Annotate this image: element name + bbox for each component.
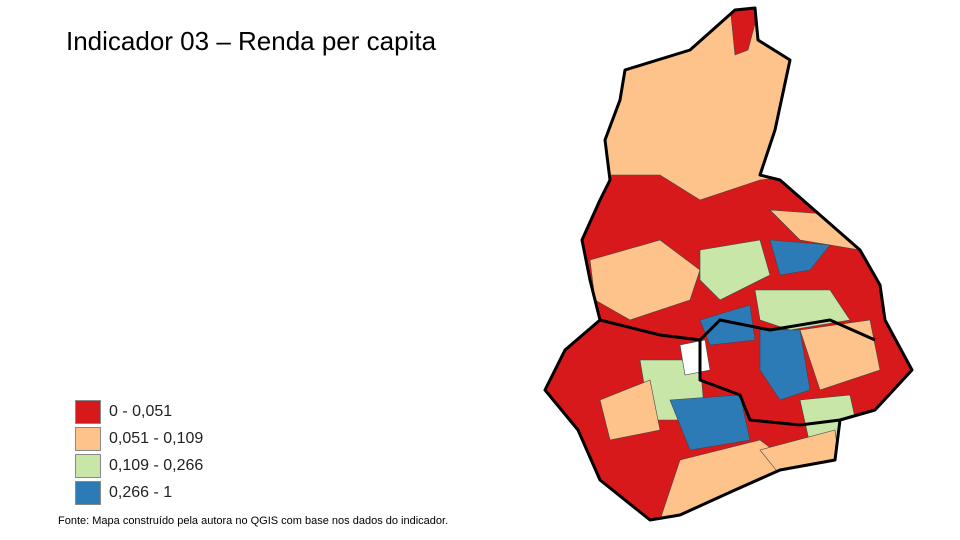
legend-item: 0,266 - 1 <box>75 479 203 506</box>
legend-label: 0 - 0,051 <box>109 402 173 420</box>
region-blank <box>679 339 711 376</box>
region <box>669 394 751 451</box>
legend-swatch <box>75 480 101 505</box>
legend-swatch <box>75 453 101 478</box>
region <box>729 8 761 56</box>
legend-item: 0 - 0,051 <box>75 398 203 425</box>
legend-swatch <box>75 426 101 451</box>
legend: 0 - 0,051 0,051 - 0,109 0,109 - 0,266 0,266… <box>75 398 203 506</box>
legend-label: 0,266 - 1 <box>109 483 173 501</box>
region <box>769 239 831 276</box>
title: Indicador 03 – Renda per capita <box>66 26 437 56</box>
legend-label: 0,051 - 0,109 <box>109 429 204 447</box>
map-outline <box>543 6 914 522</box>
district-border <box>599 318 876 342</box>
region <box>599 379 661 441</box>
source-note: Fonte: Mapa construído pela autora no QG… <box>58 515 449 527</box>
legend-label: 0,109 - 0,266 <box>109 456 204 474</box>
region <box>599 8 801 201</box>
legend-swatch <box>75 399 101 424</box>
region <box>699 239 771 301</box>
map-regions <box>545 8 912 520</box>
legend-item: 0,051 - 0,109 <box>75 425 203 452</box>
legend-item: 0,109 - 0,266 <box>75 452 203 479</box>
region <box>799 319 881 391</box>
district-border <box>698 340 841 427</box>
region <box>759 329 811 401</box>
region <box>699 304 756 346</box>
